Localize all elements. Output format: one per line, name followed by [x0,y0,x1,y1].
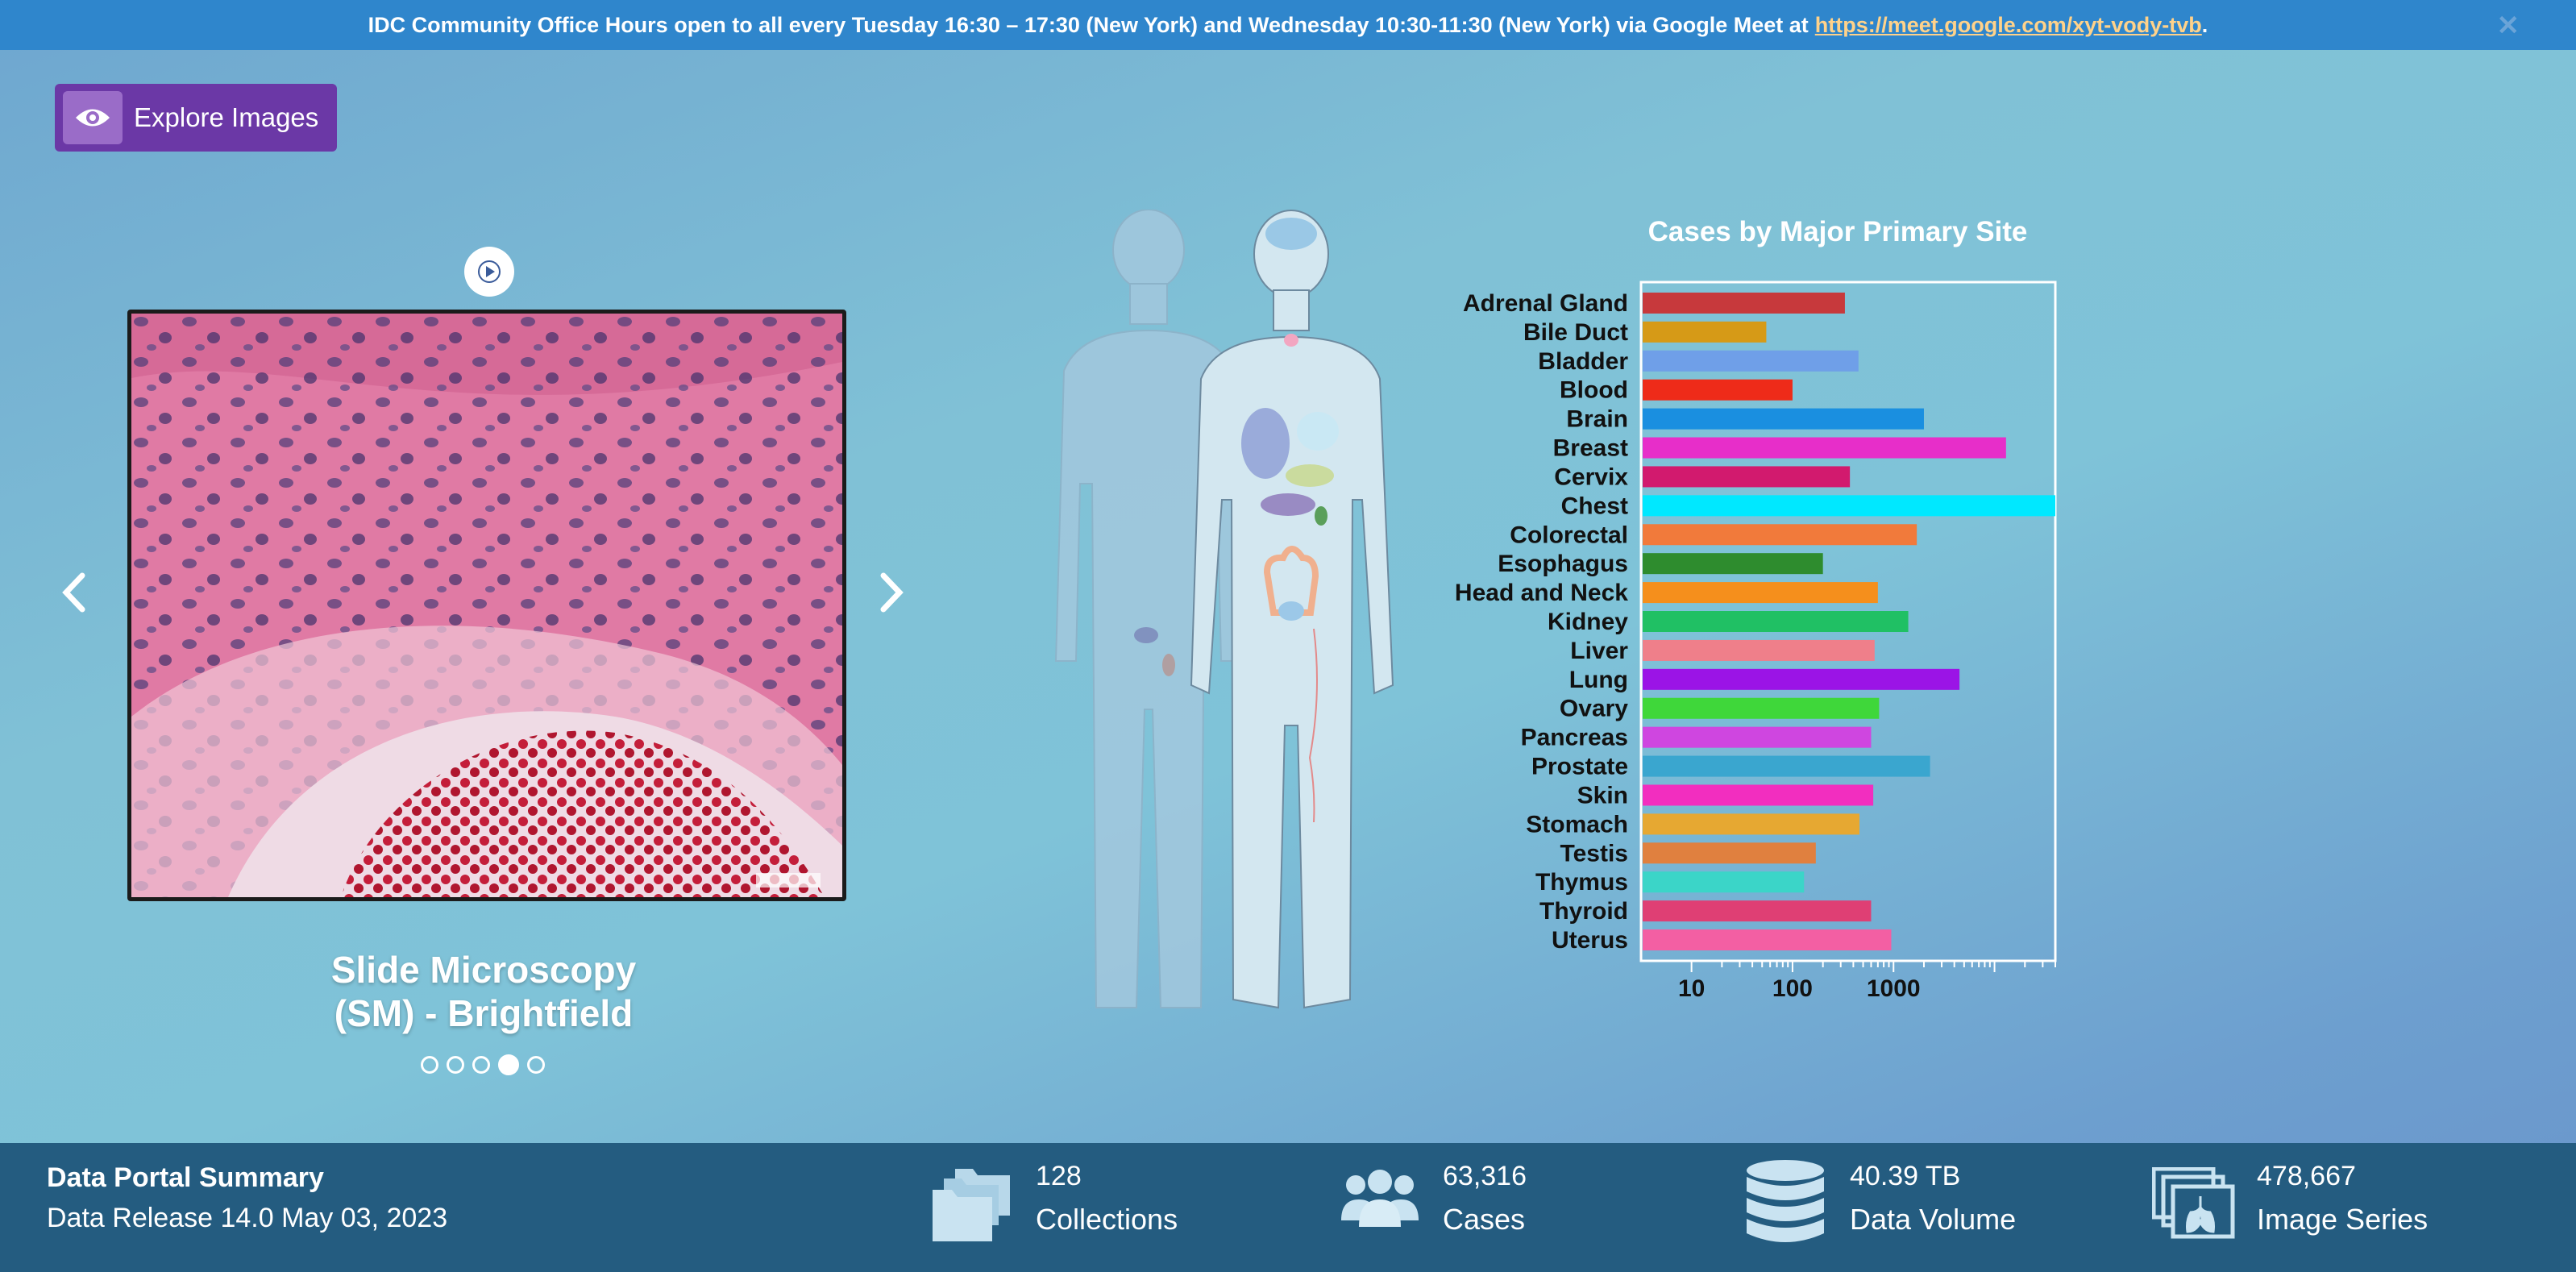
chart-title: Cases by Major Primary Site [1647,216,2028,247]
users-icon [1341,1170,1419,1227]
chart-bar-skin[interactable] [1643,784,1874,806]
explore-images-label: Explore Images [134,102,319,132]
slide-image[interactable] [127,310,846,901]
chart-category-label: Breast [1553,435,1628,462]
carousel-dots [421,1054,545,1075]
chart-bar-head-and-neck[interactable] [1643,582,1878,604]
chart-category-label: Thyroid [1539,898,1628,925]
chart-bar-lung[interactable] [1643,668,1960,690]
carousel-dot-3[interactable] [472,1056,490,1074]
chart-bar-stomach[interactable] [1643,813,1859,835]
stat-series-label: Image Series [2257,1203,2429,1236]
chart-category-label: Bile Duct [1523,319,1628,346]
carousel-dot-5[interactable] [527,1056,545,1074]
data-portal-summary: Data Portal Summary Data Release 14.0 Ma… [0,1143,2576,1272]
chart-bar-adrenal-gland[interactable] [1643,292,1845,314]
chart-x-tick-label: 10 [1678,975,1705,1000]
chart-category-label: Stomach [1526,811,1628,838]
summary-title: Data Portal Summary [47,1162,324,1193]
eye-icon [63,91,123,144]
chart-category-label: Colorectal [1510,522,1628,548]
stat-collections-label: Collections [1036,1203,1178,1236]
chart-category-label: Testis [1560,840,1628,867]
chart-category-label: Chest [1561,493,1628,519]
chart-plot-frame [1639,281,2057,962]
carousel-dot-4[interactable] [498,1054,519,1075]
chart-category-label: Liver [1570,638,1628,664]
chart-category-label: Skin [1577,782,1628,809]
chart-category-label: Cervix [1554,463,1628,490]
database-icon [1747,1160,1824,1242]
carousel-dot-1[interactable] [421,1056,438,1074]
chart-bar-kidney[interactable] [1643,611,1909,632]
chart-category-label: Head and Neck [1455,580,1628,606]
banner-period: . [2201,12,2208,37]
chart-bar-bladder[interactable] [1643,350,1859,372]
chart-category-label: Brain [1566,406,1628,433]
chart-bar-prostate[interactable] [1643,755,1930,777]
chart-bar-uterus[interactable] [1643,929,1892,951]
chart-bar-liver[interactable] [1643,639,1875,661]
male-silhouette[interactable] [1054,210,1243,1008]
chart-bar-ovary[interactable] [1643,697,1880,719]
chart-x-tick-label: 1000 [1867,975,1921,1000]
chart-bar-blood[interactable] [1643,379,1793,401]
female-silhouette[interactable] [1190,210,1394,1009]
stat-volume-value: 40.39 TB [1850,1161,1961,1191]
lung-images-icon [2152,1167,2235,1239]
chart-category-label: Uterus [1552,927,1628,954]
chevron-right-icon[interactable] [872,564,912,621]
folders-icon [933,1169,1010,1241]
stat-volume-label: Data Volume [1850,1203,2017,1236]
chart-category-label: Pancreas [1521,725,1628,751]
chart-bar-bile-duct[interactable] [1643,321,1767,343]
announcement-banner: IDC Community Office Hours open to all e… [0,0,2576,50]
chart-category-label: Bladder [1538,348,1628,375]
chart-x-tick-label: 100 [1772,975,1813,1000]
stat-series-value: 478,667 [2257,1161,2356,1191]
chart-bar-chest[interactable] [1643,495,2055,517]
play-icon[interactable] [464,247,514,297]
chart-bar-colorectal[interactable] [1643,524,1917,546]
meet-link[interactable]: https://meet.google.com/xyt-vody-tvb [1814,12,2202,37]
chart-category-label: Ovary [1560,696,1628,722]
chart-category-label: Blood [1560,377,1628,404]
chart-bar-thyroid[interactable] [1643,900,1872,922]
explore-images-button[interactable]: Explore Images [55,84,337,152]
stat-cases-label: Cases [1443,1203,1526,1236]
body-map-figure[interactable] [1032,210,1411,1028]
chart-bar-brain[interactable] [1643,408,1924,430]
chart-category-label: Esophagus [1498,551,1628,577]
chart-bar-breast[interactable] [1643,437,2006,459]
close-icon[interactable]: ✕ [2496,10,2520,41]
chart-category-label: Thymus [1535,869,1628,896]
chart-category-label: Adrenal Gland [1463,290,1628,317]
chart-category-label: Lung [1569,667,1628,693]
chart-bar-esophagus[interactable] [1643,553,1823,575]
chart-bar-pancreas[interactable] [1643,726,1872,748]
chart-category-label: Kidney [1548,609,1628,635]
banner-text: IDC Community Office Hours open to all e… [368,12,1809,37]
slide-caption: Slide Microscopy (SM) - Brightfield [330,949,637,1034]
chart-bar-testis[interactable] [1643,842,1816,864]
chart-bar-cervix[interactable] [1643,466,1851,488]
stat-collections-value: 128 [1036,1161,1082,1191]
carousel-dot-2[interactable] [447,1056,464,1074]
chart-category-label: Prostate [1531,754,1628,780]
chart-bar-thymus[interactable] [1643,871,1805,893]
chevron-left-icon[interactable] [53,564,93,621]
stat-cases-value: 63,316 [1443,1161,1527,1191]
summary-release: Data Release 14.0 May 03, 2023 [47,1203,448,1233]
